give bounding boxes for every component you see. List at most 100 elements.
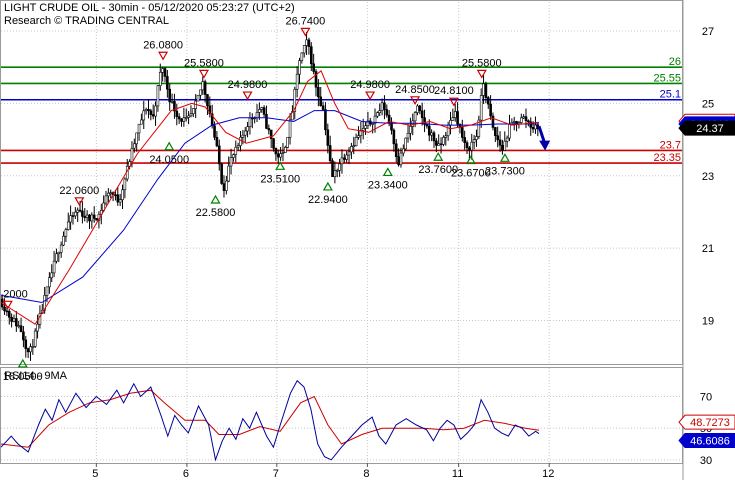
- rsi-line: [0, 379, 540, 462]
- swing-high-marker: [158, 51, 169, 61]
- price-y-tick-label: 21: [702, 243, 714, 255]
- candle-body: [69, 215, 72, 223]
- candle-body: [326, 129, 330, 146]
- swing-high-marker: [242, 91, 253, 101]
- swing-low-marker: [499, 153, 510, 162]
- candle-body: [444, 135, 448, 138]
- candle-body: [142, 110, 146, 121]
- candle-body: [461, 127, 464, 138]
- swing-high-marker: [2, 300, 13, 310]
- candle-body: [163, 68, 167, 77]
- candle-body: [161, 68, 164, 73]
- swing-low-label: 22.5800: [196, 207, 236, 219]
- swing-high-label: 26.0800: [143, 39, 183, 51]
- candle-body: [418, 105, 422, 112]
- candle-body: [527, 120, 530, 123]
- candle-body: [286, 136, 289, 148]
- candle-body: [529, 121, 533, 128]
- candle-body: [206, 94, 209, 107]
- candle-body: [217, 145, 221, 165]
- candle-body: [19, 325, 23, 333]
- candle-body: [503, 140, 507, 151]
- swing-low-marker: [382, 167, 393, 177]
- candle-body: [246, 126, 249, 132]
- swing-low-label: 23.7600: [418, 164, 458, 176]
- candle-body: [33, 330, 37, 347]
- candle-body: [276, 153, 280, 158]
- candle-body: [347, 151, 351, 156]
- candle-body: [168, 88, 172, 103]
- candle-body: [92, 214, 96, 219]
- candle-body: [64, 229, 68, 237]
- candle-body: [7, 310, 11, 318]
- candle-body: [156, 85, 160, 107]
- candle-body: [340, 157, 344, 165]
- candle-body: [324, 109, 327, 131]
- level-label-resistance: 26: [669, 56, 681, 68]
- swing-low-marker: [275, 161, 286, 170]
- level-label-pivot: 25.1: [660, 89, 681, 101]
- swing-low-label: 23.5100: [260, 173, 300, 185]
- swing-low-marker: [322, 181, 333, 191]
- candle-body: [187, 115, 190, 118]
- candle-body: [258, 109, 261, 113]
- candle-body: [26, 348, 30, 353]
- swing-high-marker: [476, 69, 487, 79]
- candle-body: [335, 170, 339, 172]
- candle-body: [90, 214, 94, 222]
- candle-body: [343, 157, 346, 160]
- candle-body: [531, 127, 535, 130]
- candle-body: [456, 111, 459, 125]
- candle-body: [88, 214, 91, 222]
- candle-body: [213, 125, 216, 138]
- candle-body: [192, 108, 195, 115]
- candle-body: [243, 130, 247, 136]
- candle-body: [451, 117, 455, 121]
- candle-body: [519, 117, 523, 123]
- candle-body: [484, 83, 488, 98]
- candle-body: [144, 109, 148, 112]
- chart-title: LIGHT CRUDE OIL - 30min - 05/12/2020 05:…: [4, 2, 295, 14]
- candle-body: [300, 52, 304, 61]
- candle-body: [494, 127, 497, 137]
- rsi-y-tick-label: 70: [700, 392, 712, 404]
- candle-body: [222, 183, 226, 191]
- candle-body: [78, 209, 82, 212]
- candle-body: [534, 124, 537, 130]
- candlesticks: [0, 31, 540, 361]
- candle-body: [201, 81, 205, 91]
- x-tick-label: 11: [452, 468, 463, 480]
- candle-body: [463, 137, 466, 143]
- candle-body: [352, 145, 356, 147]
- candle-body: [189, 113, 193, 117]
- candle-body: [378, 110, 382, 114]
- candle-body: [50, 272, 54, 279]
- swing-high-label: 24.8100: [434, 85, 474, 97]
- candle-body: [345, 154, 348, 160]
- candle-body: [465, 142, 469, 149]
- candle-body: [312, 63, 315, 72]
- candle-body: [404, 137, 407, 150]
- candle-body: [137, 123, 141, 134]
- swing-low-marker: [465, 155, 476, 165]
- candle-body: [109, 192, 113, 194]
- candle-body: [227, 165, 231, 182]
- rsi-lines: [0, 379, 540, 462]
- candle-body: [196, 94, 200, 102]
- level-label-support: 23.35: [653, 152, 681, 164]
- x-tick-label: 12: [542, 468, 554, 480]
- x-tick-label: 7: [273, 468, 279, 480]
- candle-body: [182, 117, 186, 122]
- candle-body: [239, 136, 242, 146]
- swing-low-label: 23.6700: [451, 168, 491, 180]
- candle-body: [295, 73, 299, 90]
- swing-low-marker: [433, 152, 444, 161]
- candle-body: [496, 135, 499, 141]
- candle-body: [260, 107, 264, 110]
- candle-body: [501, 145, 504, 151]
- x-tick-label: 6: [183, 468, 189, 480]
- candle-body: [274, 147, 278, 155]
- swing-low-label: 18.0500: [3, 371, 43, 383]
- swing-low-label: 22.9400: [308, 194, 348, 206]
